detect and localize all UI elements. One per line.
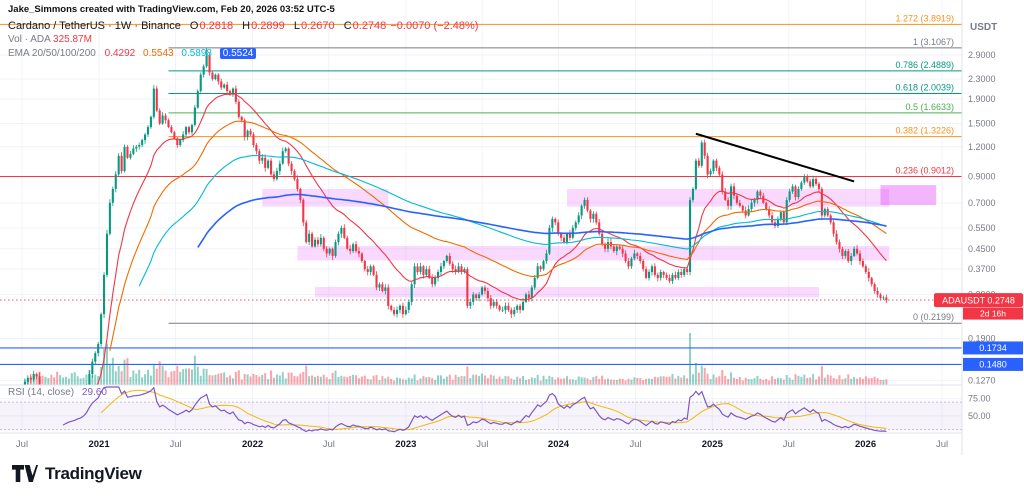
svg-text:1.272 (3.8919): 1.272 (3.8919) [895, 13, 954, 23]
rsi-line [62, 386, 887, 433]
svg-text:Jul: Jul [476, 439, 488, 450]
svg-text:1.2000: 1.2000 [968, 142, 996, 152]
volume-value: 325.87M [53, 34, 92, 45]
svg-text:Jul: Jul [936, 439, 948, 450]
grid [0, 0, 962, 433]
ema-200-line [197, 193, 887, 248]
svg-text:Jul: Jul [783, 439, 795, 450]
level-price-label [963, 357, 1023, 371]
svg-text:0.3700: 0.3700 [968, 264, 996, 274]
low-value: 0.2670 [300, 20, 335, 32]
rsi-label: RSI (14, close) [8, 387, 75, 398]
svg-text:2022: 2022 [242, 439, 263, 450]
high-label: H [242, 20, 251, 32]
open-value: 0.2818 [199, 20, 234, 32]
svg-text:0.4500: 0.4500 [968, 244, 996, 254]
ema-legend[interactable]: EMA 20/50/100/200 0.4292 0.5543 0.5898 0… [8, 48, 257, 59]
rsi-value: 29.60 [81, 387, 107, 398]
svg-text:0.5 (1.6633): 0.5 (1.6633) [905, 102, 954, 112]
tradingview-mark [12, 465, 38, 482]
svg-text:0 (0.2199): 0 (0.2199) [913, 312, 954, 322]
volume-legend[interactable]: Vol · ADA 325.87M [8, 34, 92, 45]
high-value: 0.2899 [251, 20, 285, 32]
svg-text:2021: 2021 [88, 439, 110, 450]
horizontal-levels[interactable] [0, 347, 962, 366]
symbol-price-label [934, 293, 1023, 308]
price-chart[interactable]: 1.272 (3.8919) 1 (3.1067) 0.786 (2.4889) 0.… [0, 0, 1024, 455]
svg-text:2023: 2023 [395, 439, 416, 450]
svg-text:2d 16h: 2d 16h [980, 309, 1006, 319]
low-label: L [293, 20, 300, 32]
svg-text:2.3000: 2.3000 [968, 74, 996, 84]
ema200-value-selected: 0.5524 [219, 48, 257, 59]
open-label: O [189, 20, 199, 32]
ema-100-line [138, 154, 887, 287]
svg-text:1.9000: 1.9000 [968, 94, 996, 104]
svg-text:0.1900: 0.1900 [968, 333, 996, 343]
svg-text:1.5000: 1.5000 [968, 119, 996, 129]
rsi-legend[interactable]: RSI (14, close) 29.60 [8, 387, 107, 398]
svg-text:0.7000: 0.7000 [968, 198, 996, 208]
svg-text:2024: 2024 [548, 439, 570, 450]
ema100-value: 0.5898 [181, 48, 212, 59]
ema-label: EMA 20/50/100/200 [8, 48, 96, 59]
svg-text:75.00: 75.00 [968, 394, 991, 404]
rsi-band [0, 401, 962, 431]
price-axis[interactable]: USDT 2.9000 2.3000 1.9000 1.5000 1.2000 0.9000… [934, 0, 1024, 455]
svg-text:Jul: Jul [323, 439, 335, 450]
volume-label: Vol · ADA [8, 34, 51, 45]
fib-retracement[interactable]: 1.272 (3.8919) 1 (3.1067) 0.786 (2.4889) 0.… [0, 13, 962, 324]
svg-text:0.5500: 0.5500 [968, 223, 996, 233]
svg-text:0.9000: 0.9000 [968, 172, 996, 182]
ema50-value: 0.5543 [143, 48, 174, 59]
svg-text:Jul: Jul [169, 439, 181, 450]
svg-text:1 (3.1067): 1 (3.1067) [913, 37, 954, 47]
volume-series [23, 333, 888, 385]
svg-text:2026: 2026 [855, 439, 876, 450]
symbol-title[interactable]: Cardano / TetherUS · 1W · Binance [8, 20, 181, 32]
ema-20-line [96, 93, 887, 385]
countdown-label [963, 307, 1023, 320]
svg-text:0.382 (1.3226): 0.382 (1.3226) [895, 126, 954, 136]
svg-text:50.00: 50.00 [968, 411, 991, 421]
svg-text:0.786 (2.4889): 0.786 (2.4889) [895, 60, 954, 70]
ema-lines[interactable] [81, 93, 887, 401]
rsi-ma-line [100, 389, 887, 431]
time-axis[interactable]: Jul 2021 Jul 2022 Jul 2023 Jul 2024 Jul 2025 Jul 20… [16, 439, 948, 450]
svg-text:2025: 2025 [702, 439, 724, 450]
rsi-indicator[interactable] [62, 386, 887, 433]
svg-text:Jul: Jul [16, 439, 28, 450]
svg-text:2.9000: 2.9000 [968, 50, 996, 60]
svg-text:USDT: USDT [970, 22, 997, 33]
ema-50-line [109, 120, 887, 351]
svg-text:ADAUSDT 0.2748: ADAUSDT 0.2748 [942, 296, 1015, 306]
close-value: 0.2748 [352, 20, 387, 32]
svg-text:0.236 (0.9012): 0.236 (0.9012) [895, 166, 954, 176]
svg-text:0.1734: 0.1734 [979, 343, 1007, 353]
trendline[interactable] [695, 132, 855, 183]
svg-text:Jul: Jul [629, 439, 641, 450]
svg-text:0.1270: 0.1270 [968, 375, 996, 385]
tradingview-logo[interactable]: TradingView [12, 463, 142, 484]
tradingview-wordmark: TradingView [45, 463, 142, 483]
level-price-label [963, 341, 1023, 355]
svg-text:0.1480: 0.1480 [979, 359, 1007, 369]
svg-text:0.618 (2.0039): 0.618 (2.0039) [895, 82, 954, 92]
ema20-value: 0.4292 [104, 48, 136, 59]
change-value: −0.0070 (−2.48%) [390, 20, 479, 32]
symbol-legend[interactable]: Cardano / TetherUS · 1W · Binance O0.281… [8, 20, 478, 32]
attribution: Jake_Simmons created with TradingView.co… [8, 4, 335, 15]
close-label: C [343, 20, 352, 32]
